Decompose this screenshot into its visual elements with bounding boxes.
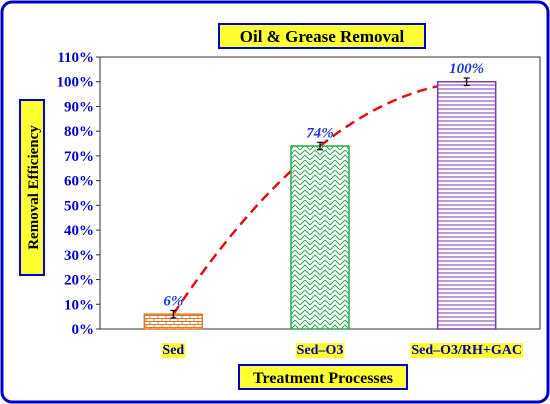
y-tick-label: 110%	[57, 50, 94, 66]
y-tick-label: 30%	[64, 248, 94, 264]
y-tick-label: 10%	[64, 297, 94, 313]
x-tick-label: Sed–O3/RH+GAC	[411, 343, 522, 358]
y-tick-label: 0%	[72, 322, 95, 338]
bar	[290, 145, 350, 330]
y-tick-label: 70%	[64, 149, 94, 165]
bar	[436, 80, 497, 330]
y-tick-label: 100%	[57, 75, 95, 91]
x-tick-highlight	[295, 343, 345, 358]
x-axis-label: Treatment Processes	[238, 364, 408, 390]
bars-group: 6% 74% 100%	[143, 61, 497, 330]
svg-text:Treatment Processes: Treatment Processes	[253, 370, 393, 387]
chart-title: Oil & Grease Removal	[218, 23, 426, 49]
x-tick-highlight	[161, 343, 186, 358]
data-label: 6%	[163, 293, 183, 309]
y-tick-label: 50%	[64, 198, 94, 214]
y-axis-ticks: 0% 10% 20% 30% 40% 50% 60% 70% 80% 90% 100% 110%	[57, 50, 100, 338]
y-tick-label: 20%	[64, 273, 94, 289]
x-tick-label: Sed–O3	[297, 343, 344, 358]
data-label: 74%	[306, 125, 334, 141]
x-axis-labels: Sed Sed–O3 Sed–O3/RH+GAC	[161, 343, 523, 358]
y-tick-label: 90%	[64, 99, 94, 115]
y-tick-label: 80%	[64, 124, 94, 140]
x-tick-highlight	[410, 343, 523, 358]
y-tick-label: 40%	[64, 223, 94, 239]
x-tick-label: Sed	[162, 343, 184, 358]
data-label: 100%	[449, 61, 484, 77]
y-axis-label: Removal Efficiency	[19, 99, 45, 276]
svg-text:Removal Efficiency: Removal Efficiency	[26, 125, 42, 250]
y-tick-label: 60%	[64, 174, 94, 190]
svg-text:Oil & Grease Removal: Oil & Grease Removal	[240, 27, 405, 46]
